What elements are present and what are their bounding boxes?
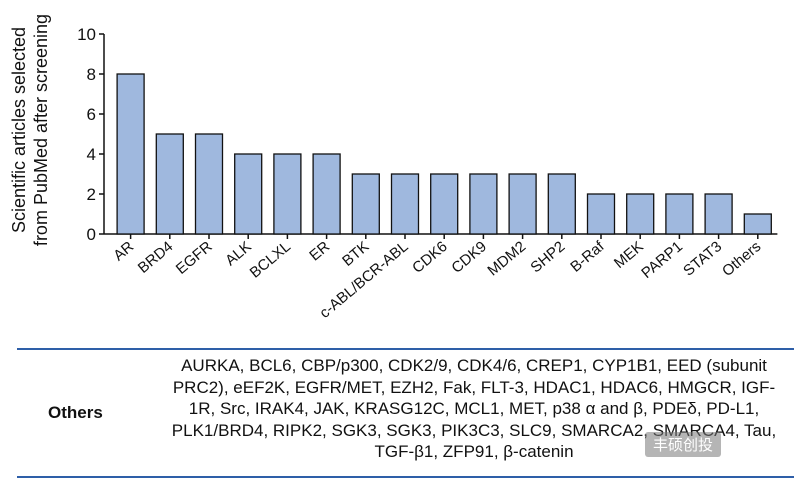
x-tick-label: EGFR xyxy=(173,238,216,278)
table-row-label: Others xyxy=(48,403,103,422)
y-tick-label: 2 xyxy=(87,185,96,204)
bar xyxy=(508,173,537,235)
bar xyxy=(234,153,263,235)
y-axis-title: Scientific articles selected from PubMed… xyxy=(9,14,51,246)
x-tick-label: PARP1 xyxy=(638,238,686,282)
bar xyxy=(469,173,498,235)
y-tick-label: 10 xyxy=(77,25,96,44)
bar xyxy=(390,173,420,235)
x-tick-label: MDM2 xyxy=(484,238,529,279)
x-tick-label: ER xyxy=(306,238,333,265)
x-tick-label: SHP2 xyxy=(527,238,568,276)
y-tick-label: 8 xyxy=(87,65,96,84)
x-tick-label: STAT3 xyxy=(680,238,725,280)
bar xyxy=(116,73,145,235)
bar xyxy=(155,133,184,235)
bar xyxy=(194,133,224,235)
x-tick-label: Others xyxy=(719,238,764,280)
bar xyxy=(547,173,576,235)
bar xyxy=(312,153,341,235)
bar xyxy=(273,153,302,235)
x-tick-label: CDK9 xyxy=(448,238,490,277)
bar xyxy=(586,193,616,235)
bar xyxy=(704,193,733,235)
y-tick-label: 6 xyxy=(87,105,96,124)
x-tick-label: BCLXL xyxy=(247,238,294,282)
bar xyxy=(430,173,459,235)
x-tick-label: B-Raf xyxy=(567,238,608,276)
bar xyxy=(351,173,380,235)
watermark: 丰硕创投 xyxy=(645,432,722,457)
x-tick-label: CDK6 xyxy=(409,238,451,277)
table-top-rule xyxy=(17,348,794,350)
x-tick-label: AR xyxy=(110,238,137,265)
bar xyxy=(626,193,655,235)
bars xyxy=(116,73,772,235)
bar xyxy=(743,213,772,235)
x-tick-label: BRD4 xyxy=(135,238,177,277)
table-bottom-rule xyxy=(17,476,794,478)
y-tick-label: 0 xyxy=(87,225,96,244)
y-axis-title-line2: from PubMed after screening xyxy=(31,14,51,246)
bar-chart: Scientific articles selected from PubMed… xyxy=(9,14,778,322)
table-row-text: AURKA, BCL6, CBP/p300, CDK2/9, CDK4/6, C… xyxy=(171,356,777,462)
bar xyxy=(665,193,694,235)
y-tick-label: 4 xyxy=(87,145,96,164)
y-axis-title-line1: Scientific articles selected xyxy=(9,27,29,233)
